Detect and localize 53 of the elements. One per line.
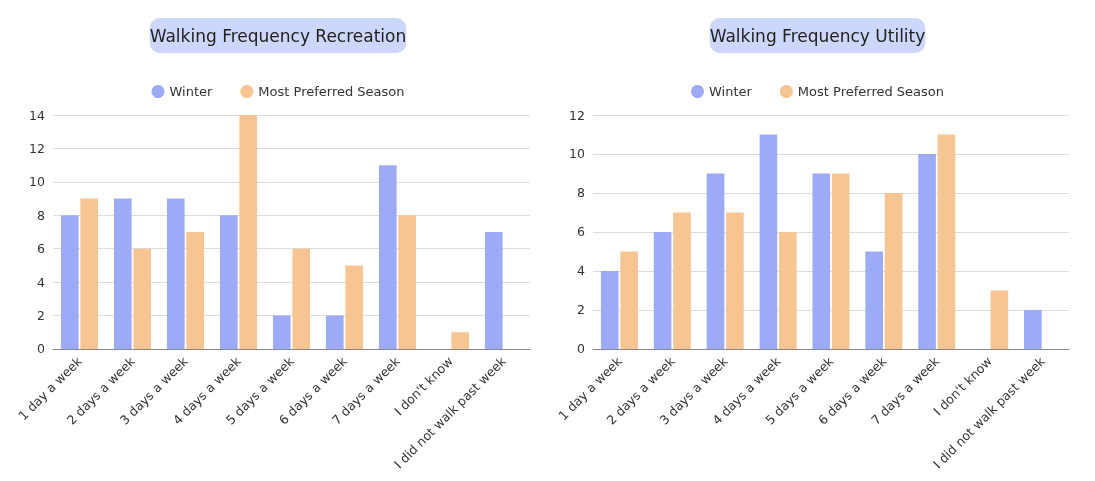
- chart-title: Walking Frequency Utility: [709, 25, 926, 46]
- bar: [884, 192, 903, 349]
- y-tick-label: 6: [37, 241, 46, 257]
- chart-title: Walking Frequency Recreation: [149, 25, 407, 46]
- y-tick-label: 8: [577, 185, 586, 201]
- bar: [812, 173, 831, 349]
- y-tick-label: 10: [569, 146, 586, 162]
- y-tick-label: 6: [577, 224, 586, 240]
- y-tick-label: 0: [37, 341, 46, 357]
- bar: [272, 315, 291, 349]
- bar: [620, 251, 638, 349]
- legend-label: Winter: [169, 84, 214, 99]
- bar: [831, 173, 850, 349]
- y-tick-label: 2: [37, 308, 45, 324]
- bar: [778, 231, 797, 349]
- bar: [600, 270, 619, 349]
- bar: [1024, 309, 1042, 349]
- bar: [378, 165, 397, 349]
- bar: [239, 115, 258, 349]
- bar: [113, 198, 132, 349]
- bar: [133, 248, 152, 349]
- bar: [186, 231, 205, 349]
- y-tick-label: 4: [577, 263, 586, 279]
- bar: [484, 231, 503, 349]
- y-tick-label: 0: [577, 341, 586, 357]
- legend-label: Most Preferred Season: [797, 84, 945, 99]
- y-tick-label: 12: [569, 107, 585, 123]
- y-tick-label: 12: [29, 140, 45, 156]
- y-tick-label: 14: [29, 107, 46, 123]
- y-tick-label: 4: [37, 274, 46, 290]
- bar: [937, 134, 956, 349]
- bar: [706, 173, 725, 349]
- bar: [60, 215, 79, 349]
- bar: [325, 315, 344, 349]
- bar: [166, 198, 185, 349]
- legend-label: Most Preferred Season: [258, 84, 405, 99]
- bar: [451, 332, 470, 349]
- bar: [759, 134, 778, 349]
- bar: [219, 215, 238, 349]
- y-tick-label: 8: [37, 207, 46, 223]
- bar: [398, 215, 417, 349]
- bar: [80, 198, 99, 349]
- bar: [918, 153, 936, 349]
- y-tick-label: 2: [577, 302, 585, 318]
- bar: [653, 231, 672, 349]
- bar: [726, 212, 744, 349]
- bar: [865, 251, 884, 349]
- bar: [990, 290, 1009, 349]
- bar: [292, 248, 311, 349]
- bar: [673, 212, 691, 349]
- y-tick-label: 10: [29, 174, 46, 190]
- bar: [345, 265, 364, 349]
- legend-label: Winter: [708, 84, 753, 99]
